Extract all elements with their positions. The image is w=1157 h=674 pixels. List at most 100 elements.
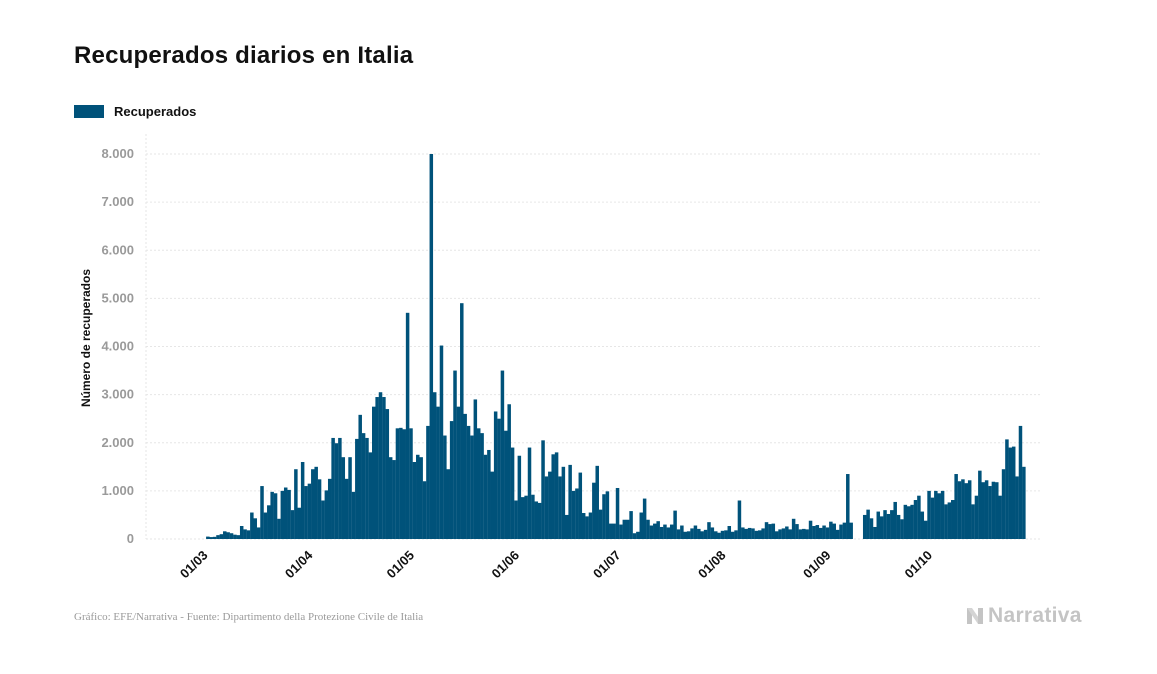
bar xyxy=(961,479,965,539)
bar xyxy=(805,529,809,540)
bar xyxy=(524,495,528,539)
legend: Recuperados xyxy=(74,104,196,119)
bar xyxy=(449,421,454,539)
bar xyxy=(832,523,836,539)
x-tick-label: 01/09 xyxy=(800,548,834,582)
bar xyxy=(940,490,945,540)
bar xyxy=(927,490,931,540)
bar xyxy=(802,528,806,539)
bar xyxy=(605,491,610,539)
bar xyxy=(219,534,224,539)
bar xyxy=(686,531,691,539)
bar xyxy=(453,370,457,539)
bar xyxy=(283,487,288,539)
chart-title: Recuperados diarios en Italia xyxy=(74,42,414,69)
bar xyxy=(510,447,515,539)
x-tick-label: 01/10 xyxy=(902,548,936,582)
bar xyxy=(426,425,430,539)
bar xyxy=(351,491,356,539)
bar xyxy=(778,529,782,540)
bar xyxy=(846,474,850,539)
bar xyxy=(1011,446,1016,539)
bar xyxy=(280,490,285,540)
source-footnote: Gráfico: EFE/Narrativa - Fuente: Diparti… xyxy=(74,611,424,623)
bar xyxy=(700,531,704,539)
bar xyxy=(263,512,268,539)
bar xyxy=(818,527,823,539)
bar xyxy=(490,471,495,540)
bar xyxy=(375,397,379,539)
bar xyxy=(592,482,596,539)
bar xyxy=(615,487,620,539)
bar xyxy=(378,392,383,539)
bar xyxy=(978,470,982,539)
bar xyxy=(791,518,796,539)
bar xyxy=(531,494,535,539)
bar xyxy=(571,490,576,540)
bar xyxy=(544,476,549,539)
bar xyxy=(768,524,772,539)
bar xyxy=(890,510,894,540)
bar xyxy=(307,483,312,539)
legend-swatch xyxy=(74,105,104,118)
bar xyxy=(372,406,376,539)
bar xyxy=(500,370,505,539)
y-tick-label: 2.000 xyxy=(101,435,134,450)
bar xyxy=(317,479,322,539)
bar xyxy=(906,506,911,539)
bar xyxy=(981,482,985,539)
bar xyxy=(412,462,417,539)
bar xyxy=(233,534,237,539)
bar xyxy=(1001,469,1006,539)
bar xyxy=(517,455,522,539)
bar xyxy=(835,529,840,539)
bar xyxy=(710,527,715,539)
bar xyxy=(991,481,996,539)
bar xyxy=(839,524,843,539)
bar xyxy=(344,478,349,539)
bar xyxy=(703,529,708,539)
y-tick-label: 4.000 xyxy=(101,339,134,354)
bar xyxy=(900,519,904,539)
bar xyxy=(551,454,555,539)
bar xyxy=(290,510,295,540)
bar xyxy=(460,303,464,539)
bar xyxy=(395,428,400,539)
x-tick-label: 01/08 xyxy=(695,548,729,582)
bar xyxy=(554,452,559,540)
bar xyxy=(957,481,962,539)
bar xyxy=(612,523,616,539)
bar xyxy=(504,430,508,539)
bar xyxy=(507,404,511,539)
bar xyxy=(781,528,786,539)
bar xyxy=(920,511,925,539)
bar xyxy=(622,519,627,539)
bar xyxy=(727,526,732,539)
bar xyxy=(497,418,501,539)
bar xyxy=(588,512,593,539)
bar xyxy=(910,504,914,539)
bar xyxy=(967,480,972,539)
bar xyxy=(954,474,958,539)
bar xyxy=(724,530,728,539)
bar xyxy=(842,522,847,539)
y-axis-ticks: 0 1.000 2.000 3.000 4.000 5.000 6.000 7.000 8.00… xyxy=(101,146,134,546)
bar xyxy=(581,513,586,539)
bar xyxy=(548,471,552,540)
bar xyxy=(541,440,545,539)
bar xyxy=(483,454,488,539)
bar xyxy=(642,498,647,539)
bar xyxy=(964,483,969,539)
bar xyxy=(812,526,816,539)
bar xyxy=(568,464,572,539)
bar xyxy=(368,452,373,540)
bar xyxy=(666,527,671,539)
bar xyxy=(619,524,623,539)
bar xyxy=(923,520,928,539)
bar xyxy=(947,502,952,539)
bar xyxy=(561,466,566,539)
bar xyxy=(808,520,813,539)
bar xyxy=(988,486,992,539)
bar xyxy=(917,495,921,539)
